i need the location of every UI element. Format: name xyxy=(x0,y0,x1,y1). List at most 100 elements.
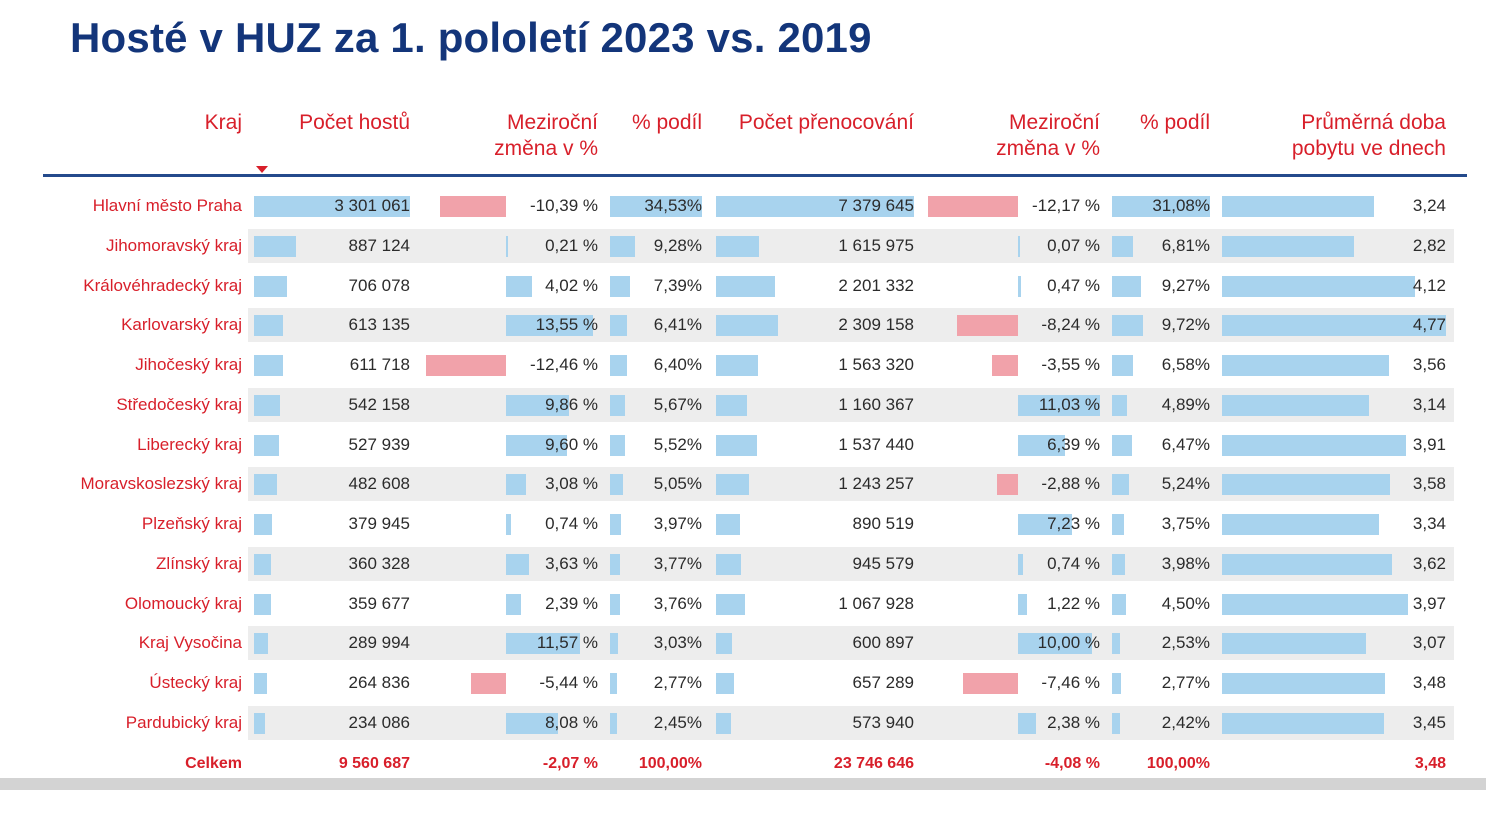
table-row[interactable]: Pardubický kraj 234 086 8,08 % 2,45% 573 940… xyxy=(0,703,1486,743)
nights-change-bar-positive xyxy=(1018,633,1092,655)
table-row[interactable]: Jihomoravský kraj 887 124 0,21 % 9,28% 1 615… xyxy=(0,226,1486,266)
nights-change-value: -12,17 % xyxy=(1031,196,1100,215)
guests-change-value: -5,44 % xyxy=(539,673,598,692)
nights-change-value: 0,74 % xyxy=(1047,553,1100,573)
sort-indicator-icon[interactable] xyxy=(256,166,268,173)
total-avg-stay-value: 3,48 xyxy=(1414,754,1446,772)
table-row[interactable]: Kraj Vysočina 289 994 11,57 % 3,03% 600 897 1… xyxy=(0,623,1486,663)
table-row[interactable]: Liberecký kraj 527 939 9,60 % 5,52% 1 537 44… xyxy=(0,425,1486,465)
avg-stay-bar xyxy=(1222,355,1390,376)
nights-share-value: 4,50% xyxy=(1161,593,1210,613)
guests-bar xyxy=(254,434,279,456)
guests-share-value: 2,77% xyxy=(653,673,702,692)
header-avg-stay[interactable]: Průměrná doba pobytu ve dnech xyxy=(1291,111,1446,160)
avg-stay-bar xyxy=(1222,235,1355,257)
guests-change-bar-positive xyxy=(506,514,511,535)
header-nights[interactable]: Počet přenocování xyxy=(738,111,914,134)
table-row[interactable]: Ústecký kraj 264 836 -5,44 % 2,77% 657 289 -7… xyxy=(0,663,1486,703)
nights-share-bar xyxy=(1112,434,1133,456)
header-kraj[interactable]: Kraj xyxy=(204,111,242,134)
nights-share-value: 31,08% xyxy=(1152,196,1210,215)
avg-stay-value: 3,24 xyxy=(1412,196,1446,215)
header-nights-change[interactable]: Meziroční změna v % xyxy=(996,111,1100,160)
nights-change-bar-positive xyxy=(1018,593,1028,615)
footer-bar xyxy=(0,778,1486,790)
guests-change-bar-negative xyxy=(439,196,506,217)
header-guests[interactable]: Počet hostů xyxy=(299,111,410,134)
table-row[interactable]: Královéhradecký kraj 706 078 4,02 % 7,39% 2 … xyxy=(0,266,1486,306)
guests-bar xyxy=(254,633,268,655)
nights-bar xyxy=(716,434,758,456)
avg-stay-bar xyxy=(1222,474,1391,496)
guests-bar xyxy=(254,474,277,496)
nights-change-bar-positive xyxy=(1018,235,1020,257)
header-guests-change[interactable]: Meziroční změna v % xyxy=(494,111,598,160)
guests-share-bar xyxy=(610,474,624,496)
guests-value: 264 836 xyxy=(348,673,410,692)
table-row[interactable]: Středočeský kraj 542 158 9,86 % 5,67% 1 160 … xyxy=(0,385,1486,425)
nights-bar xyxy=(716,394,748,416)
nights-change-value: 11,03 % xyxy=(1038,394,1100,414)
guests-share-bar xyxy=(610,514,621,535)
nights-value: 573 940 xyxy=(852,712,914,732)
header-guests-share[interactable]: % podíl xyxy=(631,111,702,134)
guests-change-value: 0,21 % xyxy=(545,235,598,255)
guests-change-value: 3,08 % xyxy=(545,474,598,494)
header-divider xyxy=(43,174,1467,177)
avg-stay-value: 3,62 xyxy=(1412,553,1446,573)
region-name: Hlavní město Praha xyxy=(92,196,242,215)
table-row[interactable]: Olomoucký kraj 359 677 2,39 % 3,76% 1 067 92… xyxy=(0,584,1486,624)
avg-stay-bar xyxy=(1222,712,1384,734)
avg-stay-bar xyxy=(1222,633,1367,655)
table-row[interactable]: Hlavní město Praha 3 301 061 -10,39 % 34,53… xyxy=(0,186,1486,226)
guests-share-bar xyxy=(610,434,625,456)
nights-value: 1 563 320 xyxy=(838,355,914,374)
avg-stay-value: 3,97 xyxy=(1412,593,1446,613)
avg-stay-bar xyxy=(1222,434,1406,456)
guests-change-bar-positive xyxy=(506,275,532,297)
region-name: Moravskoslezský kraj xyxy=(80,474,242,494)
nights-change-value: 1,22 % xyxy=(1047,593,1100,613)
nights-share-bar xyxy=(1112,394,1128,416)
guests-share-bar xyxy=(610,673,618,694)
nights-change-bar-positive xyxy=(1018,553,1024,575)
table-row[interactable]: Karlovarský kraj 613 135 13,55 % 6,41% 2 309… xyxy=(0,305,1486,345)
table-row[interactable]: Moravskoslezský kraj 482 608 3,08 % 5,05% 1 … xyxy=(0,464,1486,504)
guests-share-bar xyxy=(610,275,630,297)
guests-share-bar xyxy=(610,712,617,734)
nights-change-bar-negative xyxy=(996,474,1018,496)
guests-value: 542 158 xyxy=(348,394,410,414)
guests-change-bar-negative xyxy=(471,673,506,694)
region-name: Královéhradecký kraj xyxy=(83,275,242,295)
total-guests-share-value: 100,00% xyxy=(638,754,702,772)
guests-share-bar xyxy=(610,633,619,655)
region-name: Jihomoravský kraj xyxy=(105,235,242,255)
nights-value: 7 379 645 xyxy=(838,196,914,215)
avg-stay-value: 3,45 xyxy=(1412,712,1446,732)
nights-share-bar xyxy=(1112,235,1134,257)
guests-value: 379 945 xyxy=(348,514,410,533)
total-guests-value: 9 560 687 xyxy=(338,754,410,772)
table-row[interactable]: Plzeňský kraj 379 945 0,74 % 3,97% 890 519 7,… xyxy=(0,504,1486,544)
guests-value: 289 994 xyxy=(348,633,410,653)
nights-change-value: 6,39 % xyxy=(1047,434,1100,454)
page-title: Hosté v HUZ za 1. pololetí 2023 vs. 2019 xyxy=(70,14,872,61)
nights-change-bar-negative xyxy=(957,315,1018,337)
guests-share-value: 2,45% xyxy=(653,712,702,732)
guests-bar xyxy=(254,275,288,297)
header-nights-share[interactable]: % podíl xyxy=(1139,111,1210,134)
avg-stay-bar xyxy=(1222,196,1375,217)
guests-change-value: 8,08 % xyxy=(545,712,598,732)
guests-value: 3 301 061 xyxy=(334,196,410,215)
guests-bar xyxy=(254,235,296,257)
nights-value: 1 537 440 xyxy=(838,434,914,454)
guests-change-value: 9,60 % xyxy=(545,434,598,454)
nights-share-bar xyxy=(1112,474,1129,496)
guests-share-value: 6,40% xyxy=(653,355,702,374)
avg-stay-value: 3,34 xyxy=(1412,514,1446,533)
table-row[interactable]: Zlínský kraj 360 328 3,63 % 3,77% 945 579 0,7… xyxy=(0,544,1486,584)
guests-share-bar xyxy=(610,235,635,257)
guests-change-bar-positive xyxy=(506,394,570,416)
table-row[interactable]: Jihočeský kraj 611 718 -12,46 % 6,40% 1 563 … xyxy=(0,345,1486,385)
region-name: Liberecký kraj xyxy=(137,434,242,454)
